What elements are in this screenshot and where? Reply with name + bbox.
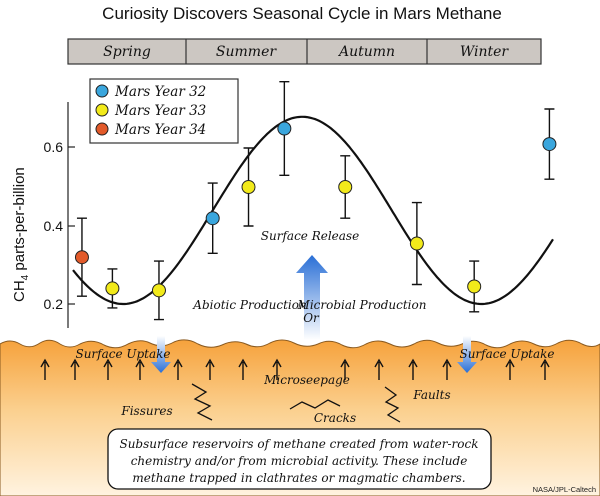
- fault-line: [384, 386, 401, 423]
- data-point: [467, 279, 482, 294]
- legend-label-year-33: Mars Year 33: [114, 103, 206, 119]
- seep-arrow: [173, 358, 183, 380]
- seep-arrow: [70, 358, 80, 380]
- fissures-label: Fissures: [120, 404, 172, 418]
- legend-marker-year-33: [95, 103, 109, 117]
- y-tick-label: 0.2: [44, 296, 64, 312]
- surface-release-label: Surface Release: [261, 229, 359, 243]
- seep-arrow: [103, 358, 113, 380]
- seep-arrow: [540, 358, 550, 380]
- legend-label-year-34: Mars Year 34: [114, 122, 206, 138]
- data-point: [241, 180, 256, 194]
- faults-label: Faults: [412, 388, 450, 402]
- data-point: [151, 283, 166, 298]
- legend-marker-year-32: [95, 84, 109, 98]
- legend-label-year-32: Mars Year 32: [114, 84, 206, 100]
- surface-release-arrow: [296, 255, 328, 340]
- season-band: Spring Summer Autumn Winter: [67, 38, 542, 65]
- seep-arrow: [272, 358, 282, 380]
- season-spring: Spring: [103, 44, 151, 60]
- data-points: [74, 81, 557, 321]
- cracks-label: Cracks: [314, 411, 356, 425]
- season-autumn: Autumn: [337, 44, 395, 60]
- surface-uptake-label-right: Surface Uptake: [459, 347, 554, 361]
- data-point: [338, 180, 353, 194]
- data-point: [74, 250, 89, 265]
- reservoir-text-line-3: methane trapped in clathrates or magmati…: [132, 471, 465, 485]
- y-tick-label: 0.4: [44, 218, 64, 234]
- seep-arrow: [340, 358, 350, 380]
- fissure-line: [191, 383, 213, 421]
- seep-arrow: [40, 358, 50, 380]
- data-point: [205, 211, 220, 226]
- data-point: [277, 121, 292, 136]
- or-label: Or: [303, 311, 320, 325]
- reservoir-text-line-1: Subsurface reservoirs of methane created…: [119, 437, 478, 451]
- y-tick-label: 0.6: [44, 139, 64, 155]
- reservoir-text-line-2: chemistry and/or from microbial activity…: [131, 454, 468, 468]
- seep-arrow: [505, 358, 515, 380]
- chart-title: Curiosity Discovers Seasonal Cycle in Ma…: [102, 4, 502, 23]
- seep-arrow: [442, 358, 452, 380]
- seep-arrow: [408, 358, 418, 380]
- data-point: [409, 236, 424, 251]
- seep-arrow: [205, 358, 215, 380]
- image-credit: NASA/JPL-Caltech: [533, 485, 596, 494]
- legend: Mars Year 32 Mars Year 33 Mars Year 34: [89, 78, 239, 144]
- microseepage-arrows: [40, 358, 550, 380]
- microseepage-label: Microseepage: [263, 373, 350, 387]
- data-point: [105, 281, 120, 296]
- surface-uptake-arrow-right: [457, 336, 477, 373]
- surface-uptake-label-left: Surface Uptake: [75, 347, 170, 361]
- season-summer: Summer: [216, 44, 277, 60]
- y-axis-label: CH4 parts-per-billion: [11, 167, 31, 302]
- y-axis: 0.6 0.4 0.2 CH4 parts-per-billion: [11, 102, 75, 328]
- season-winter: Winter: [460, 44, 510, 60]
- crack-line: [289, 399, 341, 410]
- seep-arrow: [135, 358, 145, 380]
- surface-uptake-arrow-left: [151, 336, 171, 373]
- abiotic-production-label: Abiotic Production: [192, 298, 306, 312]
- data-point: [542, 137, 557, 152]
- seep-arrow: [238, 358, 248, 380]
- reservoir-text-box: [107, 428, 492, 490]
- seep-arrow: [374, 358, 384, 380]
- microbial-production-label: Microbial Production: [297, 298, 427, 312]
- legend-marker-year-34: [95, 122, 109, 136]
